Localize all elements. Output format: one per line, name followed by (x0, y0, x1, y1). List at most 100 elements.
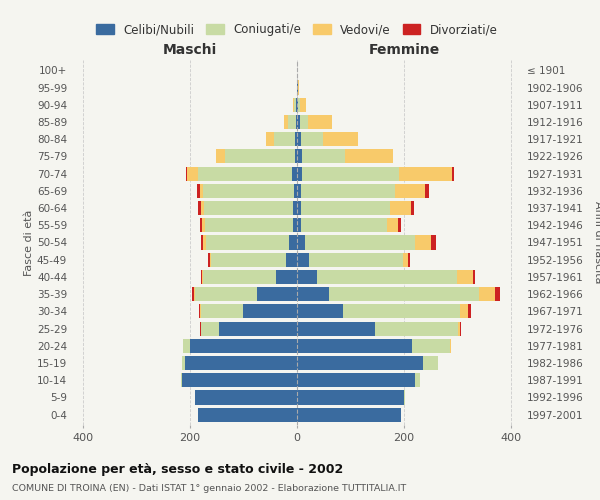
Bar (299, 115, 308, 129)
Bar (215, 150, 225, 164)
Bar (387, 218, 398, 232)
Bar (225, 150, 295, 164)
Bar (257, 287, 297, 301)
Bar (297, 150, 302, 164)
Bar (284, 115, 288, 129)
Bar (415, 236, 431, 250)
Bar (182, 356, 185, 370)
Bar (411, 201, 415, 215)
Bar (449, 338, 451, 353)
Bar (297, 252, 309, 267)
Bar (412, 338, 449, 353)
Text: Popolazione per età, sesso e stato civile - 2002: Popolazione per età, sesso e stato civil… (12, 462, 343, 475)
Bar (199, 201, 201, 215)
Bar (297, 218, 301, 232)
Bar (294, 184, 297, 198)
Bar (297, 322, 374, 336)
Bar (404, 390, 405, 404)
Bar (297, 373, 415, 388)
Bar (195, 390, 297, 404)
Bar (298, 98, 299, 112)
Bar (460, 322, 461, 336)
Bar (203, 270, 275, 284)
Bar (301, 218, 387, 232)
Bar (187, 166, 198, 180)
Bar (200, 270, 202, 284)
Bar (206, 236, 289, 250)
Bar (302, 166, 399, 180)
Bar (297, 304, 343, 318)
Bar (289, 236, 297, 250)
Text: COMUNE DI TROINA (EN) - Dati ISTAT 1° gennaio 2002 - Elaborazione TUTTITALIA.IT: COMUNE DI TROINA (EN) - Dati ISTAT 1° ge… (12, 484, 406, 493)
Bar (202, 218, 205, 232)
Bar (184, 338, 190, 353)
Bar (296, 115, 297, 129)
Bar (198, 408, 297, 422)
Bar (301, 184, 395, 198)
Bar (292, 166, 297, 180)
Bar (297, 356, 423, 370)
Y-axis label: Anni di nascita: Anni di nascita (593, 201, 600, 284)
Bar (286, 252, 297, 267)
Bar (301, 132, 323, 146)
Bar (305, 236, 415, 250)
Bar (203, 184, 294, 198)
Bar (457, 270, 473, 284)
Bar (211, 252, 286, 267)
Bar (302, 150, 345, 164)
Bar (181, 373, 182, 388)
Bar (299, 98, 306, 112)
Bar (317, 270, 457, 284)
Bar (192, 287, 194, 301)
Bar (203, 236, 206, 250)
Bar (431, 236, 436, 250)
Bar (275, 270, 297, 284)
Bar (415, 373, 420, 388)
Bar (185, 356, 297, 370)
Bar (200, 304, 244, 318)
Bar (460, 304, 469, 318)
Bar (343, 304, 460, 318)
Bar (266, 132, 274, 146)
Bar (198, 166, 292, 180)
Bar (389, 201, 411, 215)
Bar (403, 252, 408, 267)
Bar (295, 98, 296, 112)
Bar (297, 270, 317, 284)
Bar (297, 201, 301, 215)
Bar (295, 150, 297, 164)
Bar (301, 201, 389, 215)
Bar (220, 322, 297, 336)
Bar (323, 132, 358, 146)
Bar (186, 166, 187, 180)
Bar (398, 218, 401, 232)
Bar (297, 390, 404, 404)
Bar (309, 252, 403, 267)
Bar (182, 373, 297, 388)
Bar (297, 236, 305, 250)
Bar (194, 287, 195, 301)
Bar (297, 166, 302, 180)
Bar (293, 218, 297, 232)
Bar (195, 287, 257, 301)
Bar (329, 287, 479, 301)
Bar (244, 304, 297, 318)
Bar (297, 98, 298, 112)
Bar (458, 322, 460, 336)
Bar (408, 252, 410, 267)
Bar (293, 98, 295, 112)
Bar (200, 236, 203, 250)
Bar (190, 338, 297, 353)
Bar (199, 304, 200, 318)
Legend: Celibi/Nubili, Coniugati/e, Vedovi/e, Divorziati/e: Celibi/Nubili, Coniugati/e, Vedovi/e, Di… (92, 18, 502, 41)
Bar (395, 184, 425, 198)
Bar (425, 184, 429, 198)
Bar (205, 218, 293, 232)
Bar (209, 252, 211, 267)
Bar (208, 252, 209, 267)
Bar (205, 201, 293, 215)
Bar (199, 184, 203, 198)
Bar (297, 287, 329, 301)
Bar (452, 166, 454, 180)
Bar (197, 184, 199, 198)
